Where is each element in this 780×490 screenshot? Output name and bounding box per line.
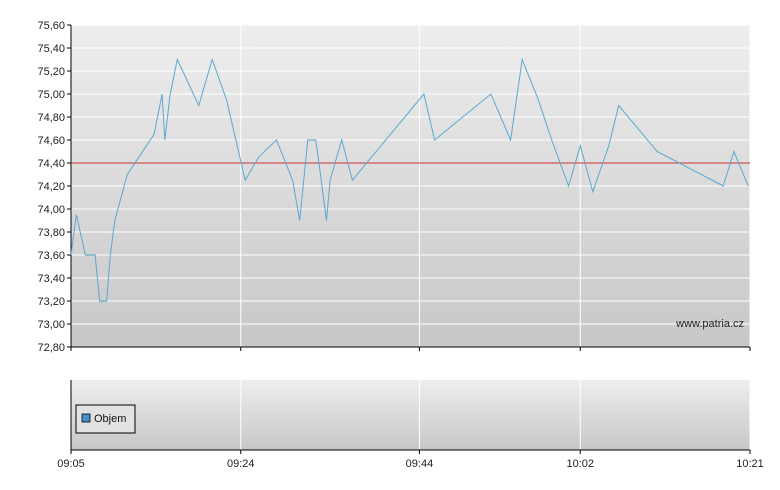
y-tick-label: 75,60 [37,20,65,32]
y-tick-label: 73,40 [37,273,65,285]
watermark: www.patria.cz [675,318,744,330]
x-tick-label: 09:05 [57,458,85,470]
y-tick-label: 74,40 [37,158,65,170]
legend-swatch-objem [81,413,91,423]
y-tick-label: 73,80 [37,227,65,239]
legend-label-objem: Objem [94,413,126,425]
volume-legend: Objem [75,404,136,434]
price-y-axis: 75,60 75,40 75,20 75,00 74,80 74,60 74,40 74,20… [37,20,71,354]
x-tick-label: 10:21 [736,458,764,470]
x-tick-label: 10:02 [566,458,594,470]
y-tick-label: 74,60 [37,135,65,147]
y-tick-label: 73,00 [37,319,65,331]
x-tick-label: 09:44 [406,458,434,470]
price-series-line [70,57,749,302]
y-tick-label: 72,80 [37,342,65,354]
y-tick-label: 74,80 [37,112,65,124]
y-tick-label: 75,00 [37,89,65,101]
y-tick-label: 73,60 [37,250,65,262]
y-tick-label: 74,00 [37,204,65,216]
price-x-ticks [70,347,751,351]
y-tick-label: 75,20 [37,66,65,78]
x-axis: 09:05 09:24 09:44 10:02 10:21 [57,450,764,470]
y-tick-label: 74,20 [37,181,65,193]
y-tick-label: 73,20 [37,296,65,308]
y-tick-label: 75,40 [37,43,65,55]
volume-plot-area [71,380,750,450]
volume-grid [240,380,751,450]
x-tick-label: 09:24 [227,458,255,470]
